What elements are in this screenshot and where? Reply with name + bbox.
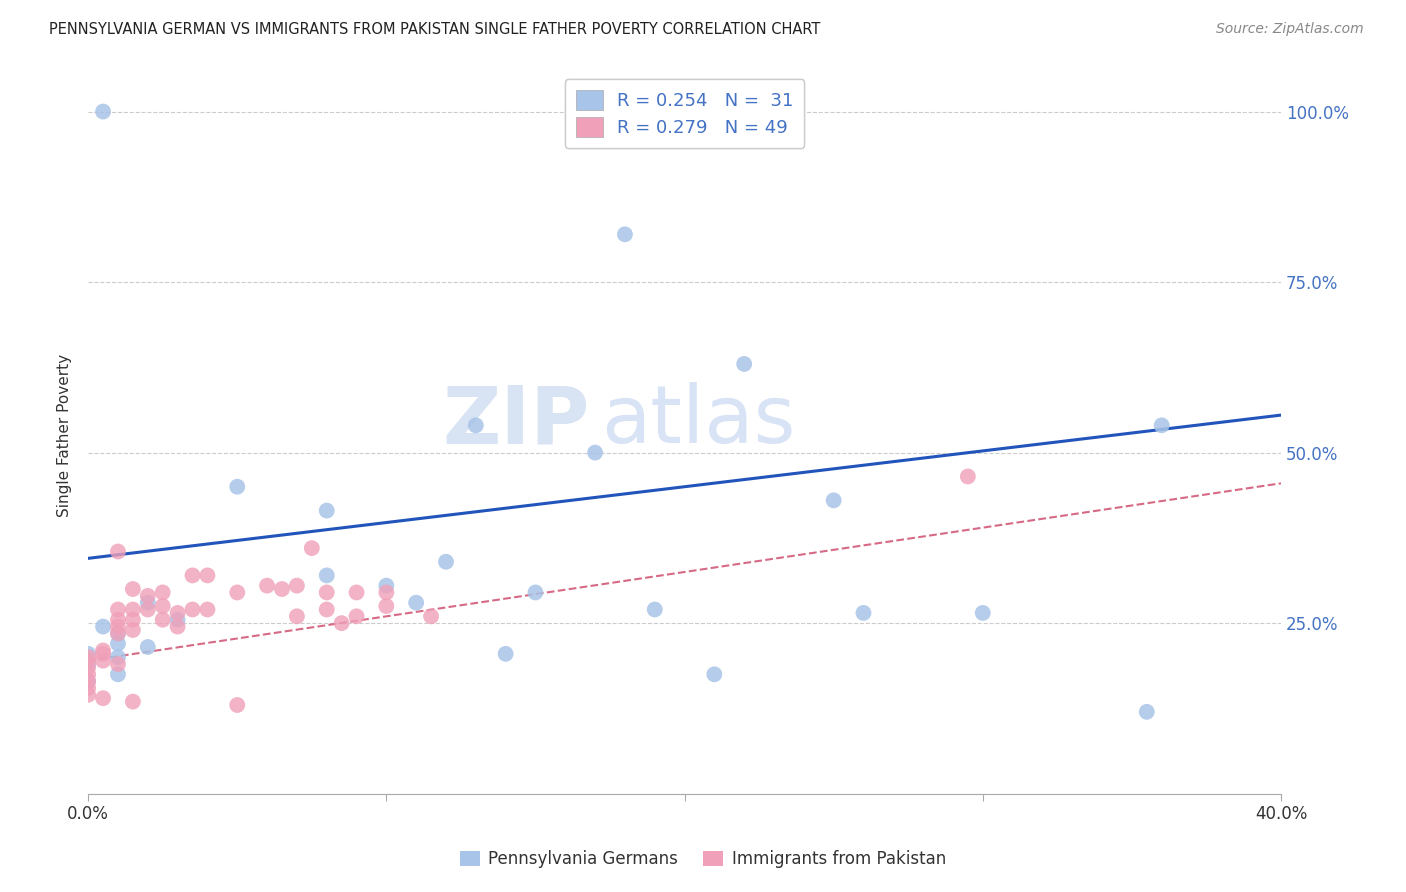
Point — [91, 643, 114, 657]
Point — [852, 606, 875, 620]
Point — [583, 445, 606, 459]
Text: ZIP: ZIP — [441, 383, 589, 460]
Y-axis label: Single Father Poverty: Single Father Poverty — [58, 354, 72, 517]
Point — [613, 227, 636, 242]
Point — [823, 493, 845, 508]
Point — [122, 582, 145, 596]
Point — [136, 596, 159, 610]
Point — [122, 602, 145, 616]
Point — [375, 585, 398, 599]
Point — [346, 585, 368, 599]
Point — [495, 647, 517, 661]
Point — [152, 599, 174, 613]
Point — [91, 691, 114, 706]
Point — [91, 619, 114, 633]
Point — [122, 623, 145, 637]
Point — [77, 674, 100, 689]
Point — [107, 650, 129, 665]
Point — [315, 585, 337, 599]
Point — [152, 613, 174, 627]
Point — [77, 647, 100, 661]
Point — [91, 654, 114, 668]
Point — [107, 602, 129, 616]
Point — [107, 667, 129, 681]
Text: atlas: atlas — [600, 383, 796, 460]
Legend: R = 0.254   N =  31, R = 0.279   N = 49: R = 0.254 N = 31, R = 0.279 N = 49 — [565, 79, 804, 148]
Point — [464, 418, 486, 433]
Point — [315, 568, 337, 582]
Point — [644, 602, 666, 616]
Point — [107, 619, 129, 633]
Point — [1136, 705, 1159, 719]
Point — [107, 613, 129, 627]
Point — [956, 469, 979, 483]
Point — [301, 541, 323, 555]
Point — [524, 585, 547, 599]
Point — [77, 681, 100, 695]
Point — [77, 657, 100, 671]
Point — [346, 609, 368, 624]
Point — [166, 619, 188, 633]
Point — [77, 688, 100, 702]
Point — [315, 503, 337, 517]
Point — [271, 582, 294, 596]
Text: Source: ZipAtlas.com: Source: ZipAtlas.com — [1216, 22, 1364, 37]
Point — [166, 613, 188, 627]
Point — [136, 640, 159, 654]
Point — [733, 357, 755, 371]
Point — [197, 602, 219, 616]
Point — [315, 602, 337, 616]
Point — [77, 674, 100, 689]
Legend: Pennsylvania Germans, Immigrants from Pakistan: Pennsylvania Germans, Immigrants from Pa… — [454, 844, 952, 875]
Point — [152, 585, 174, 599]
Point — [107, 626, 129, 640]
Point — [77, 650, 100, 665]
Point — [375, 579, 398, 593]
Point — [972, 606, 994, 620]
Point — [77, 667, 100, 681]
Point — [136, 602, 159, 616]
Point — [226, 698, 249, 712]
Point — [91, 104, 114, 119]
Point — [226, 585, 249, 599]
Point — [122, 695, 145, 709]
Point — [107, 544, 129, 558]
Point — [256, 579, 278, 593]
Point — [136, 589, 159, 603]
Point — [226, 480, 249, 494]
Point — [285, 609, 308, 624]
Point — [703, 667, 725, 681]
Point — [181, 568, 204, 582]
Point — [107, 626, 129, 640]
Point — [91, 647, 114, 661]
Point — [434, 555, 457, 569]
Text: PENNSYLVANIA GERMAN VS IMMIGRANTS FROM PAKISTAN SINGLE FATHER POVERTY CORRELATIO: PENNSYLVANIA GERMAN VS IMMIGRANTS FROM P… — [49, 22, 821, 37]
Point — [420, 609, 443, 624]
Point — [166, 606, 188, 620]
Point — [77, 660, 100, 674]
Point — [375, 599, 398, 613]
Point — [107, 657, 129, 671]
Point — [107, 637, 129, 651]
Point — [122, 613, 145, 627]
Point — [77, 654, 100, 668]
Point — [330, 616, 353, 631]
Point — [285, 579, 308, 593]
Point — [197, 568, 219, 582]
Point — [181, 602, 204, 616]
Point — [405, 596, 427, 610]
Point — [1150, 418, 1173, 433]
